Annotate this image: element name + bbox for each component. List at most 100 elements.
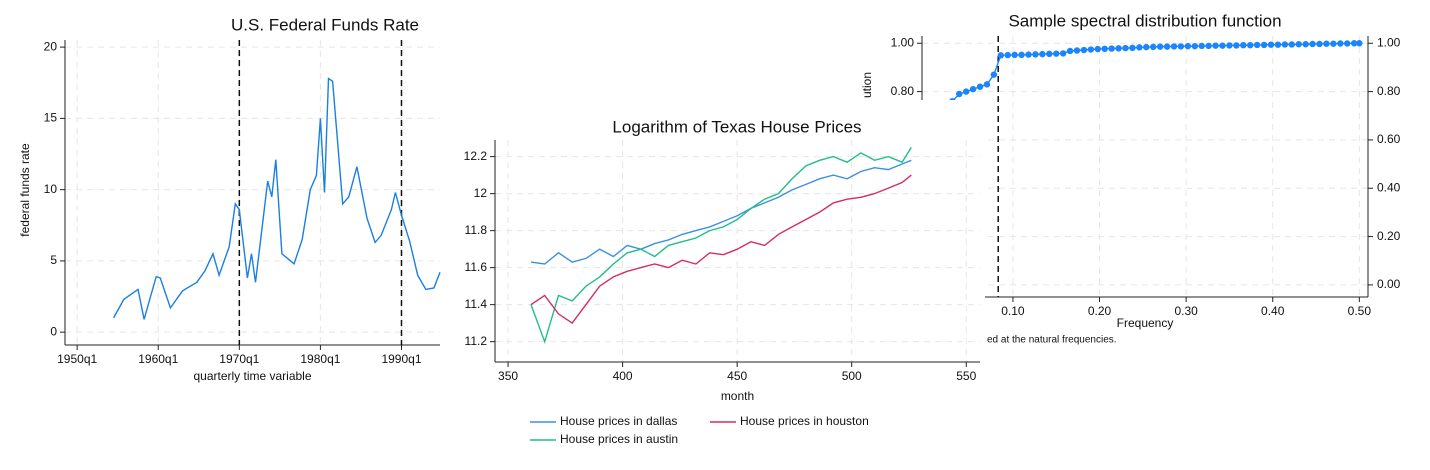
point — [1101, 45, 1108, 53]
point — [1337, 40, 1344, 47]
point — [1309, 40, 1316, 48]
y-tick-label: 11.2 — [465, 334, 488, 348]
point — [1233, 42, 1240, 49]
point — [1156, 43, 1164, 50]
point — [1018, 51, 1025, 59]
point — [1330, 40, 1337, 47]
point — [1356, 40, 1363, 47]
point — [997, 52, 1005, 59]
x-tick-label: 0.20 — [1088, 304, 1112, 318]
y-tick-label: 0.00 — [1377, 277, 1401, 291]
x-axis-label: month — [721, 389, 754, 403]
point — [1094, 45, 1102, 53]
y-tick-label: 0.20 — [1377, 229, 1401, 243]
x-tick-label: 1980q1 — [300, 352, 340, 366]
point — [962, 88, 970, 95]
point — [1122, 44, 1129, 52]
point — [1025, 51, 1032, 58]
x-tick-label: 1950q1 — [57, 352, 97, 366]
y-tick-label: 11.4 — [465, 297, 488, 311]
point — [1219, 42, 1226, 49]
point — [1198, 42, 1205, 50]
series-line — [530, 159, 912, 265]
point — [1205, 42, 1212, 50]
y-axis-label: federal funds rate — [18, 143, 32, 237]
point — [1191, 42, 1198, 50]
x-tick-label: 500 — [842, 369, 862, 383]
point — [1350, 40, 1358, 47]
y-tick-label: 12.2 — [464, 149, 488, 163]
y-tick-label: 5 — [50, 253, 57, 267]
chart-window: 11.2 11.4 11.6 11.8 12 12.2 350 400 450 500 550 Log… — [460, 100, 985, 470]
point — [1080, 46, 1088, 54]
y-tick-label: 1.00 — [1377, 35, 1401, 49]
point — [976, 83, 984, 90]
point — [1150, 43, 1157, 51]
x-tick-label: 1990q1 — [381, 352, 421, 366]
point — [1253, 41, 1261, 49]
point — [1274, 41, 1282, 48]
y-tick-label: 0.40 — [1377, 180, 1401, 194]
y-tick-label: 0 — [50, 324, 57, 338]
y-tick-label: 11.6 — [465, 260, 488, 274]
point — [1184, 42, 1192, 50]
point — [1108, 45, 1115, 52]
point — [1226, 42, 1233, 49]
chart-title: Logarithm of Texas House Prices — [612, 117, 861, 136]
y-axis-label: ution — [860, 72, 874, 98]
y-tick-label: 15 — [44, 111, 58, 125]
point — [1260, 41, 1268, 49]
point — [1129, 44, 1136, 52]
point — [956, 90, 963, 98]
point — [1323, 40, 1330, 47]
point — [1267, 41, 1275, 48]
point — [1066, 47, 1074, 55]
point — [1073, 47, 1081, 54]
y-tick-label: 10 — [44, 182, 58, 196]
point — [1295, 41, 1302, 48]
point — [1302, 41, 1309, 48]
point — [1344, 40, 1351, 47]
x-tick-label: 400 — [613, 369, 633, 383]
point — [1212, 42, 1219, 49]
x-tick-label: 1960q1 — [138, 352, 178, 366]
note: ed at the natural frequencies. — [987, 335, 1117, 346]
point — [1039, 50, 1046, 58]
x-axis-label: Frequency — [1117, 316, 1174, 330]
y-tick-label: 0.80 — [891, 84, 915, 98]
point — [1240, 41, 1247, 49]
point — [983, 81, 991, 88]
point — [1087, 46, 1095, 53]
x-tick-label: 550 — [956, 369, 976, 383]
x-tick-label: 0.40 — [1261, 304, 1285, 318]
point — [1011, 51, 1018, 59]
point — [1046, 50, 1053, 58]
legend-label: House prices in dallas — [560, 414, 677, 428]
chart-title: Sample spectral distribution function — [1008, 11, 1281, 30]
x-tick-label: 350 — [498, 369, 518, 383]
point — [1247, 41, 1254, 49]
point — [1004, 51, 1011, 59]
point — [1053, 50, 1060, 57]
x-tick-label: 0.10 — [1001, 304, 1025, 318]
point — [1170, 43, 1178, 50]
legend-label: House prices in houston — [740, 414, 869, 428]
point — [1115, 45, 1122, 52]
point — [1281, 41, 1289, 48]
x-tick-label: 450 — [727, 369, 747, 383]
point — [1163, 43, 1171, 50]
point — [1032, 51, 1039, 58]
point — [1316, 40, 1323, 48]
point — [1288, 41, 1295, 48]
x-tick-label: 1970q1 — [219, 352, 259, 366]
y-tick-label: 0.60 — [1377, 132, 1401, 146]
x-tick-label: 0.30 — [1174, 304, 1198, 318]
series-line — [530, 147, 912, 344]
y-tick-label: 0.80 — [1377, 84, 1401, 98]
x-tick-label: 0.50 — [1348, 304, 1372, 318]
x-axis-label: quarterly time variable — [193, 369, 311, 383]
chart-window: 0 5 10 15 20 1950q1 1960q1 1970q1 1980q1 1990q1 U.… — [18, 15, 441, 383]
y-tick-label: 20 — [44, 39, 58, 53]
